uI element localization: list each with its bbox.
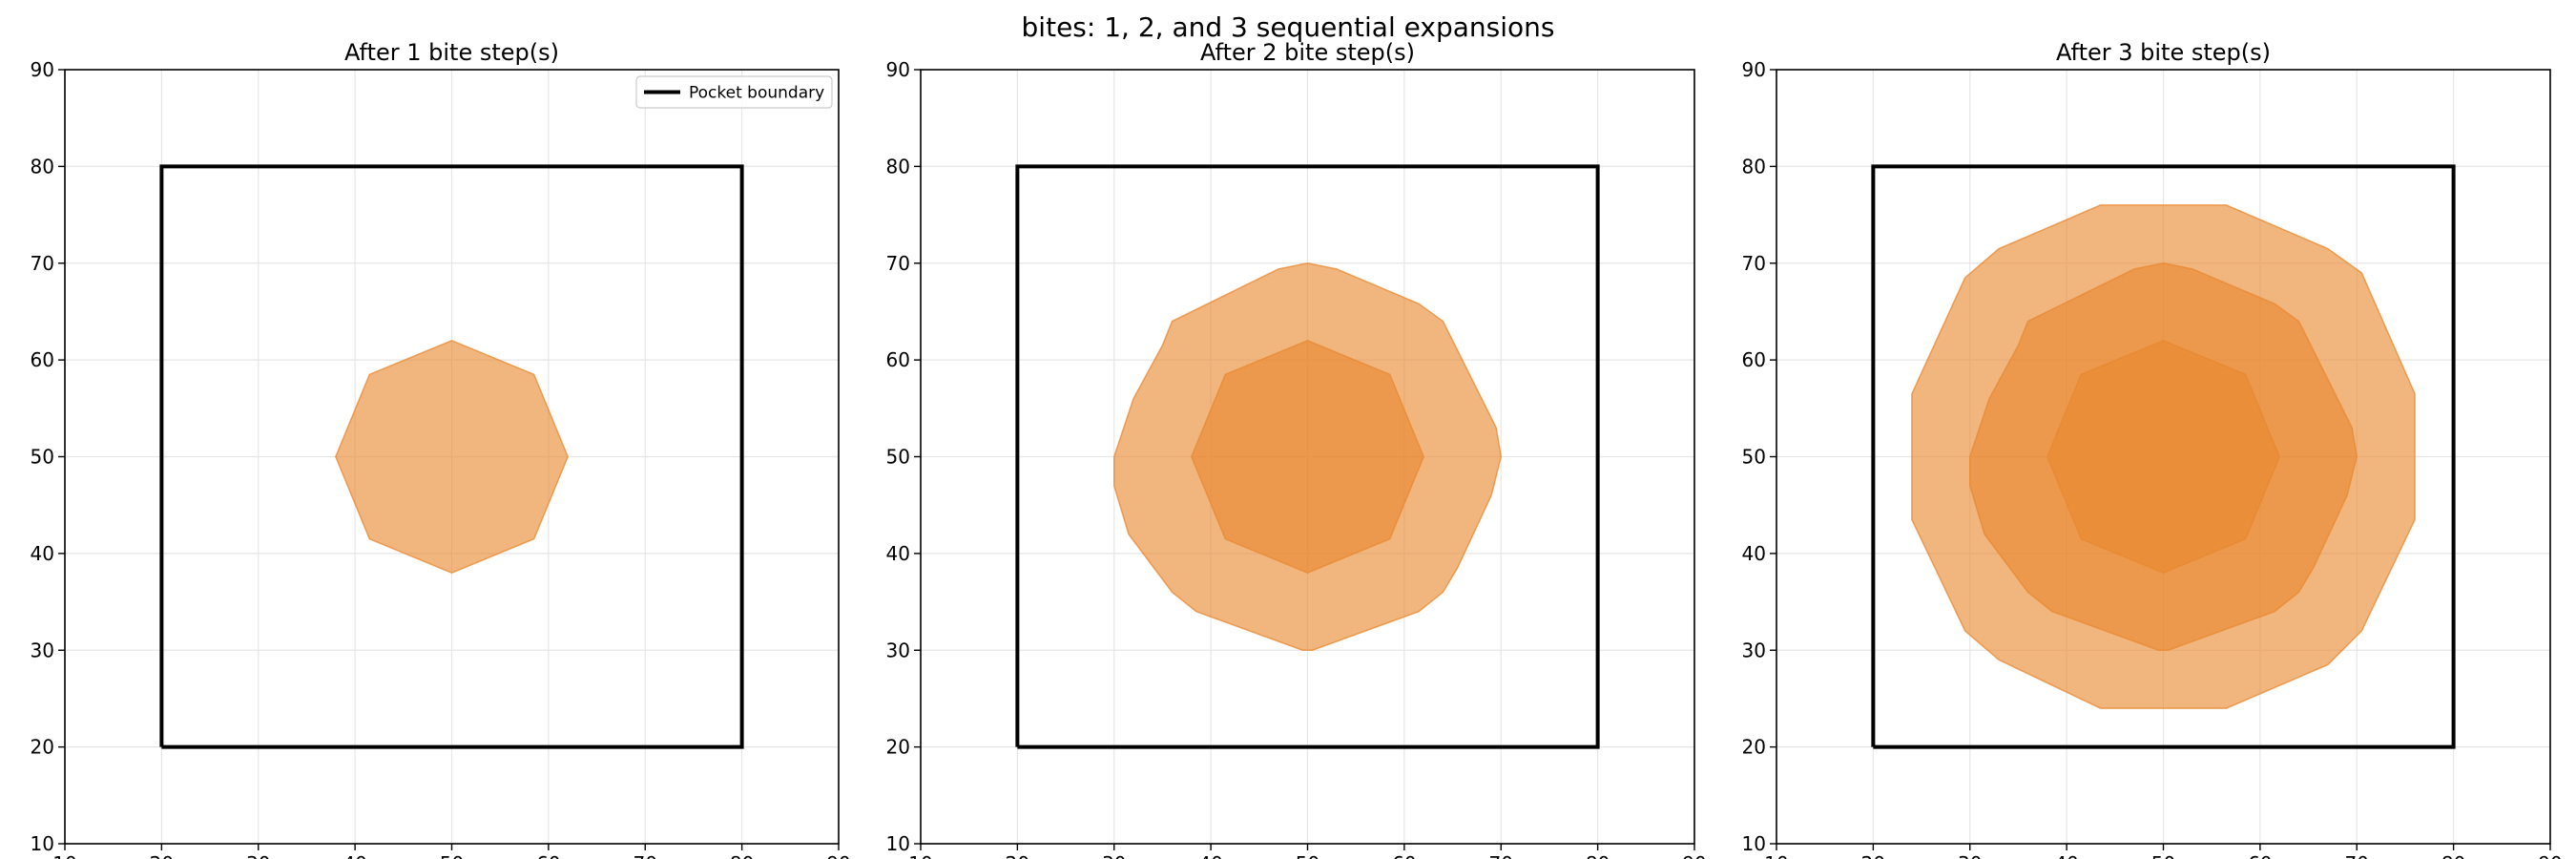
x-tick-label: 70	[634, 852, 657, 859]
x-tick-label: 10	[52, 852, 76, 859]
x-tick-label: 90	[2538, 852, 2562, 859]
x-tick-label: 30	[246, 852, 270, 859]
legend: Pocket boundary	[635, 75, 833, 109]
subplot-title: After 1 bite step(s)	[344, 39, 559, 66]
y-tick-label: 80	[1742, 155, 1766, 178]
bite-region-2	[1113, 262, 1503, 651]
y-tick-label: 20	[31, 736, 54, 759]
y-tick-label: 60	[1742, 348, 1766, 371]
legend-label: Pocket boundary	[689, 84, 824, 103]
y-tick-label: 20	[1742, 736, 1766, 759]
x-tick-label: 60	[2248, 852, 2272, 859]
pocket-boundary	[1015, 164, 1600, 749]
x-tick-label: 30	[1102, 852, 1126, 859]
x-tick-label: 30	[1958, 852, 1982, 859]
y-tick-label: 80	[31, 155, 54, 178]
y-tick-label: 30	[1742, 639, 1766, 661]
y-tick-label: 80	[886, 155, 910, 178]
y-tick-label: 70	[1742, 252, 1766, 275]
figure-suptitle: bites: 1, 2, and 3 sequential expansions	[1022, 11, 1555, 43]
subplot-title: After 2 bite step(s)	[1200, 39, 1415, 66]
y-tick-label: 90	[1742, 58, 1766, 81]
x-tick-label: 50	[1296, 852, 1319, 859]
y-tick-label: 30	[886, 639, 910, 661]
y-tick-label: 40	[31, 542, 54, 565]
y-tick-label: 50	[886, 446, 910, 469]
x-tick-label: 60	[1392, 852, 1416, 859]
x-tick-label: 40	[343, 852, 366, 859]
x-tick-label: 20	[1861, 852, 1885, 859]
pocket-boundary	[159, 164, 744, 749]
pocket-boundary	[1871, 164, 2456, 749]
bite-region-3	[1911, 204, 2416, 709]
y-tick-label: 90	[886, 58, 910, 81]
subplots: After 1 bite step(s) 10 20 30 40 50 60 70 80 90 10…	[31, 39, 2563, 859]
y-tick-label: 40	[886, 542, 910, 565]
x-tick-label: 90	[1682, 852, 1706, 859]
x-tick-label: 60	[536, 852, 560, 859]
x-tick-label: 90	[826, 852, 850, 859]
subplot-2: After 2 bite step(s) 10 20 30 40 50 60 70 80 90 10…	[886, 39, 1707, 859]
x-tick-label: 70	[2345, 852, 2369, 859]
y-tick-label: 20	[886, 736, 910, 759]
y-tick-label: 50	[1742, 446, 1766, 469]
legend-box	[635, 75, 833, 109]
y-tick-label: 30	[31, 639, 54, 661]
y-tick-label: 70	[31, 252, 54, 275]
x-tick-label: 10	[1764, 852, 1788, 859]
bite-region-1	[335, 340, 569, 574]
y-tick-label: 60	[31, 348, 54, 371]
subplot-1: After 1 bite step(s) 10 20 30 40 50 60 70 80 90 10…	[31, 39, 851, 859]
y-tick-label: 10	[31, 832, 54, 855]
x-tick-label: 70	[1489, 852, 1513, 859]
y-tick-label: 10	[886, 832, 910, 855]
x-tick-label: 50	[440, 852, 464, 859]
x-tick-label: 20	[150, 852, 174, 859]
x-tick-label: 20	[1006, 852, 1029, 859]
x-tick-label: 50	[2151, 852, 2175, 859]
y-tick-label: 60	[886, 348, 910, 371]
subplot-title: After 3 bite step(s)	[2056, 39, 2271, 66]
x-tick-label: 40	[1198, 852, 1222, 859]
x-tick-label: 80	[1586, 852, 1610, 859]
x-tick-label: 80	[730, 852, 754, 859]
y-tick-label: 40	[1742, 542, 1766, 565]
x-tick-label: 10	[908, 852, 932, 859]
y-tick-label: 70	[886, 252, 910, 275]
subplot-3: After 3 bite step(s) 10 20 30 40 50 60 70 80 90 10…	[1742, 39, 2563, 859]
y-tick-label: 50	[31, 446, 54, 469]
x-tick-label: 40	[2054, 852, 2078, 859]
y-tick-label: 90	[31, 58, 54, 81]
x-tick-label: 80	[2441, 852, 2465, 859]
y-tick-label: 10	[1742, 832, 1766, 855]
